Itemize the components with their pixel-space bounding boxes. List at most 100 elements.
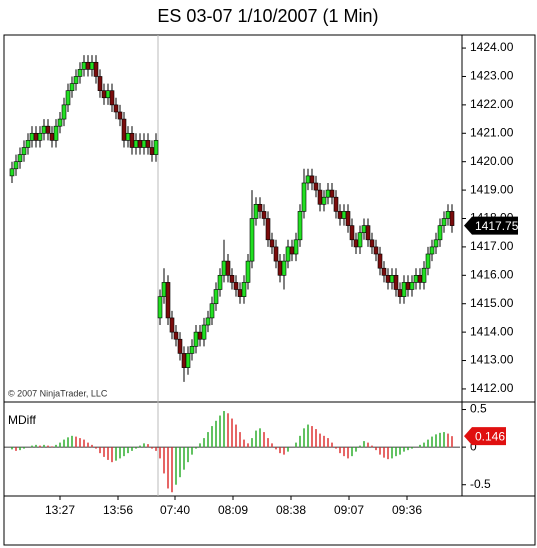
candle-body <box>361 225 367 234</box>
candle-body <box>373 246 379 255</box>
candle-body <box>261 211 267 219</box>
copyright: © 2007 NinjaTrader, LLC <box>8 388 108 398</box>
x-tick-label: 09:07 <box>334 503 364 517</box>
candle-body <box>349 225 355 241</box>
candle-body <box>433 239 439 248</box>
y-tick-label: -0.5 <box>470 477 491 491</box>
candle-body <box>65 90 71 106</box>
candle-body <box>273 246 279 262</box>
candle-body <box>137 140 143 148</box>
candle-body <box>269 239 275 248</box>
candle-body <box>121 118 127 141</box>
y-tick-label: 0.5 <box>470 402 487 416</box>
candle-body <box>225 260 231 276</box>
candle-body <box>217 275 223 290</box>
y-tick-label: 1415.00 <box>470 296 514 310</box>
candle-body <box>329 189 335 198</box>
x-tick-label: 13:27 <box>45 503 75 517</box>
candle-body <box>93 61 99 77</box>
candle-body <box>241 282 247 297</box>
candle-body <box>229 275 235 283</box>
candle-body <box>257 203 263 212</box>
candle-body <box>309 175 315 184</box>
candle-body <box>45 125 51 134</box>
candle-body <box>389 275 395 283</box>
candle-body <box>245 260 251 283</box>
candle-body <box>445 211 451 219</box>
candle-body <box>149 147 155 155</box>
candle-body <box>141 140 147 148</box>
candle-body <box>409 282 415 290</box>
candle-body <box>365 225 371 241</box>
candle-body <box>73 76 79 84</box>
candle-body <box>81 61 87 70</box>
candle-body <box>293 239 299 255</box>
candle-body <box>133 140 139 148</box>
candle-body <box>77 69 83 77</box>
candle-body <box>397 289 403 297</box>
candle-body <box>173 331 179 340</box>
y-tick-label: 1414.00 <box>470 324 514 338</box>
candle-body <box>369 239 375 248</box>
candle-body <box>313 182 319 191</box>
candle-body <box>333 196 339 212</box>
y-tick-label: 1416.00 <box>470 267 514 281</box>
y-tick-label: 1417.00 <box>470 239 514 253</box>
candle-body <box>321 196 327 205</box>
candle-body <box>89 61 95 70</box>
candle-body <box>405 282 411 290</box>
x-tick-label: 08:38 <box>276 503 306 517</box>
last-value-label: 0.146 <box>475 429 505 443</box>
candle-body <box>33 132 39 141</box>
candle-body <box>297 211 303 241</box>
x-tick-label: 07:40 <box>160 503 190 517</box>
candle-body <box>157 296 163 319</box>
candle-body <box>53 125 59 141</box>
candle-body <box>341 211 347 219</box>
candle-body <box>169 317 175 333</box>
y-tick-label: 1412.00 <box>470 381 514 395</box>
candle-body <box>421 267 427 283</box>
candle-body <box>325 189 331 198</box>
candle-body <box>249 218 255 262</box>
y-tick-label: 1419.00 <box>470 182 514 196</box>
candle-body <box>37 132 43 141</box>
candle-body <box>317 189 323 205</box>
candle-body <box>101 90 107 99</box>
y-tick-label: 1421.00 <box>470 125 514 139</box>
last-value-marker <box>464 216 518 235</box>
candle-body <box>281 260 287 276</box>
x-tick-label: 08:09 <box>218 503 248 517</box>
candle-body <box>393 275 399 290</box>
candle-body <box>357 232 363 248</box>
last-value-label: 1417.75 <box>475 219 519 233</box>
candle-body <box>213 289 219 305</box>
candle-body <box>385 275 391 283</box>
candle-body <box>197 331 203 340</box>
candle-body <box>233 282 239 290</box>
y-tick-label: 1423.00 <box>470 69 514 83</box>
candle-body <box>189 346 195 354</box>
y-tick-label: 1420.00 <box>470 154 514 168</box>
candle-body <box>69 83 75 91</box>
candle-body <box>49 132 55 141</box>
candle-body <box>165 282 171 319</box>
candle-body <box>161 282 167 297</box>
candle-body <box>97 76 103 91</box>
candle-body <box>113 104 119 113</box>
last-value-marker <box>464 427 506 446</box>
candle-body <box>17 154 23 162</box>
candle-body <box>201 324 207 340</box>
candle-body <box>205 317 211 326</box>
candle-body <box>289 246 295 255</box>
candle-body <box>85 61 91 70</box>
candle-body <box>105 90 111 99</box>
candle-body <box>145 140 151 148</box>
candle-body <box>305 175 311 184</box>
candle-body <box>253 203 259 219</box>
y-tick-label: 1424.00 <box>470 40 514 54</box>
candle-body <box>265 218 271 241</box>
candle-body <box>381 267 387 276</box>
chart-title: ES 03-07 1/10/2007 (1 Min) <box>157 6 378 26</box>
candle-body <box>237 289 243 297</box>
